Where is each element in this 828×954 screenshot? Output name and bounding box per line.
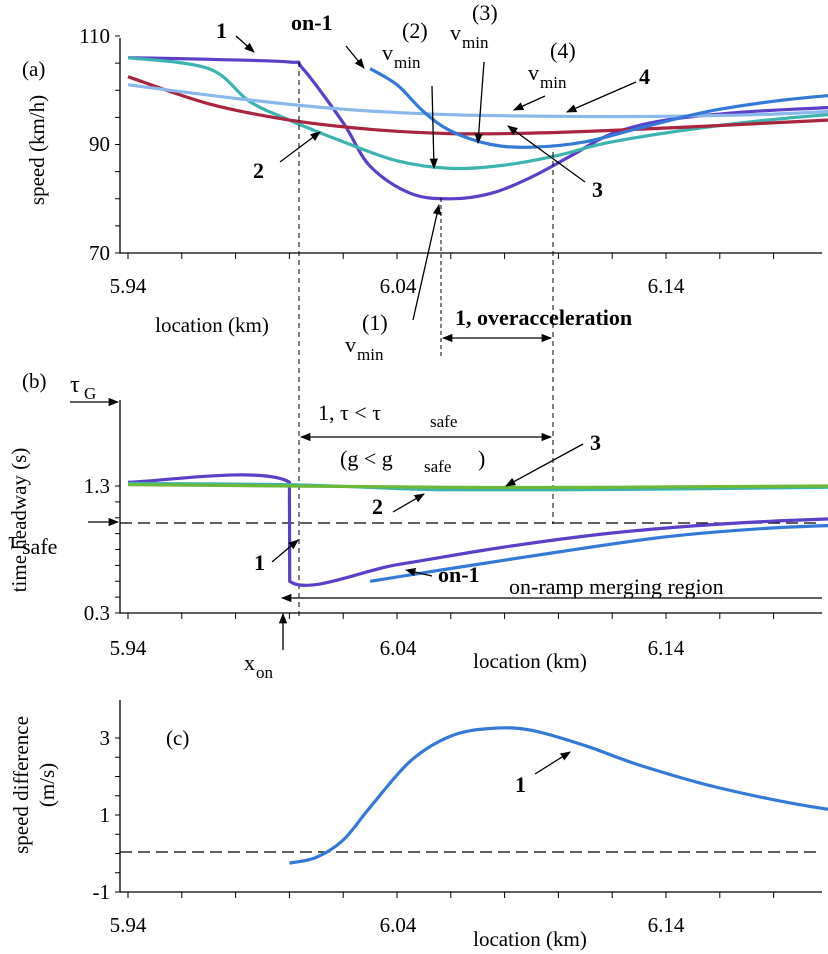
vmin-2-label: v min (2) bbox=[382, 18, 428, 72]
panel-a-ylabel: speed (km/h) bbox=[25, 95, 49, 205]
panel-c-ytick-label: -1 bbox=[93, 880, 111, 904]
panel-a-ytick-label: 70 bbox=[89, 241, 110, 265]
panel-c-xlabel: location (km) bbox=[473, 927, 587, 951]
panel-b-ytick-label: 0.3 bbox=[84, 601, 110, 625]
panel-b-xlabel: location (km) bbox=[473, 649, 587, 673]
svg-text:safe: safe bbox=[424, 457, 451, 476]
svg-text:): ) bbox=[478, 446, 485, 471]
curve-1-arrow-c bbox=[534, 751, 571, 775]
x-on-label: x on bbox=[244, 650, 274, 682]
series-line-4 bbox=[127, 83, 828, 119]
svg-text:τ: τ bbox=[70, 372, 80, 398]
curve-on1-label-a: on-1 bbox=[291, 10, 333, 35]
series-line-2 bbox=[127, 56, 828, 171]
panel-c: -1 1 3 5.94 6.04 6.14 location (km) spee… bbox=[9, 700, 828, 951]
panel-b-ylabel: time headway (s) bbox=[7, 448, 31, 593]
series-line-1 bbox=[127, 473, 828, 587]
svg-text:v: v bbox=[450, 20, 461, 45]
svg-text:v: v bbox=[345, 332, 356, 357]
svg-text:(2): (2) bbox=[402, 18, 428, 43]
svg-text:min: min bbox=[462, 33, 489, 52]
svg-text:safe: safe bbox=[430, 412, 457, 431]
overaccel-label: 1, overacceleration bbox=[455, 305, 632, 330]
svg-text:(1): (1) bbox=[362, 310, 388, 335]
series-line-3 bbox=[127, 75, 828, 136]
svg-text:(g < g: (g < g bbox=[340, 446, 393, 471]
panel-b-xtick-label: 5.94 bbox=[110, 636, 147, 660]
panel-a-xtick-label: 5.94 bbox=[110, 274, 147, 298]
curve-3-label-a: 3 bbox=[592, 177, 603, 202]
panel-a-label: (a) bbox=[22, 57, 45, 81]
series-line-3 bbox=[127, 483, 828, 490]
svg-text:τ: τ bbox=[8, 528, 18, 554]
series-line-1 bbox=[127, 56, 828, 201]
svg-text:(3): (3) bbox=[472, 0, 498, 25]
svg-text:(4): (4) bbox=[550, 38, 576, 63]
panel-c-ylabel-line1: speed difference bbox=[9, 716, 33, 854]
svg-text:min: min bbox=[357, 345, 384, 364]
panel-b-xtick-label: 6.14 bbox=[648, 636, 685, 660]
series-line-1 bbox=[289, 726, 828, 865]
panel-c-ytick-label: 3 bbox=[100, 726, 111, 750]
curve-3-label-b: 3 bbox=[590, 430, 601, 455]
annotation-arrows-b bbox=[271, 443, 584, 577]
panel-b: 0.3 1.3 5.94 6.04 6.14 location (km) tim… bbox=[7, 369, 828, 682]
panel-a-ytick-label: 90 bbox=[89, 132, 110, 156]
panel-a-ytick-label: 110 bbox=[79, 24, 110, 48]
curve-1-label-c: 1 bbox=[515, 772, 526, 797]
curve-on1-label-b: on-1 bbox=[438, 562, 480, 587]
svg-text:v: v bbox=[528, 60, 539, 85]
vmin-3-label: v min (3) bbox=[450, 0, 498, 52]
merge-region-label: on-ramp merging region bbox=[509, 574, 724, 599]
curve-1-label-b: 1 bbox=[254, 550, 265, 575]
tau-safe-label: τ safe bbox=[8, 528, 57, 559]
curve-2-label-a: 2 bbox=[253, 158, 264, 183]
panel-a: 70 90 110 5.94 6.04 6.14 location (km) s… bbox=[22, 0, 828, 364]
curve-1-label-a: 1 bbox=[216, 18, 227, 43]
series-line-on-1 bbox=[369, 67, 828, 149]
panel-c-xtick-label: 6.14 bbox=[648, 913, 685, 937]
panel-b-ytick-label: 1.3 bbox=[84, 474, 110, 498]
series-line-on-1 bbox=[369, 524, 828, 583]
panel-a-xtick-label: 6.14 bbox=[648, 274, 685, 298]
vmin-4-label: v min (4) bbox=[528, 38, 576, 92]
svg-text:x: x bbox=[244, 650, 255, 675]
gap-condition-label: (g < g safe ) bbox=[340, 446, 485, 476]
svg-text:min: min bbox=[394, 53, 421, 72]
panel-c-ylabel-line2: (m/s) bbox=[35, 763, 59, 807]
svg-text:v: v bbox=[382, 40, 393, 65]
svg-text:G: G bbox=[84, 384, 96, 403]
panel-a-xlabel: location (km) bbox=[155, 313, 269, 337]
annotation-arrows-a bbox=[235, 35, 637, 321]
panel-c-xtick-label: 6.04 bbox=[380, 913, 417, 937]
panel-b-label: (b) bbox=[22, 369, 47, 393]
tau-condition-label: 1, τ < τ safe bbox=[318, 400, 457, 431]
panel-c-ytick-label: 1 bbox=[100, 803, 111, 827]
panel-b-xtick-label: 6.04 bbox=[380, 636, 417, 660]
panel-c-xtick-label: 5.94 bbox=[110, 913, 147, 937]
svg-text:on: on bbox=[256, 663, 274, 682]
svg-text:1, τ < τ: 1, τ < τ bbox=[318, 400, 381, 425]
tau-g-label: τ G bbox=[70, 372, 96, 403]
svg-text:safe: safe bbox=[22, 534, 57, 559]
panel-c-label: (c) bbox=[166, 726, 189, 750]
curve-4-label-a: 4 bbox=[639, 64, 650, 89]
panel-a-xtick-label: 6.04 bbox=[380, 274, 417, 298]
curve-2-label-b: 2 bbox=[372, 494, 383, 519]
vmin-1-label: v min (1) bbox=[345, 310, 388, 364]
svg-text:min: min bbox=[540, 73, 567, 92]
